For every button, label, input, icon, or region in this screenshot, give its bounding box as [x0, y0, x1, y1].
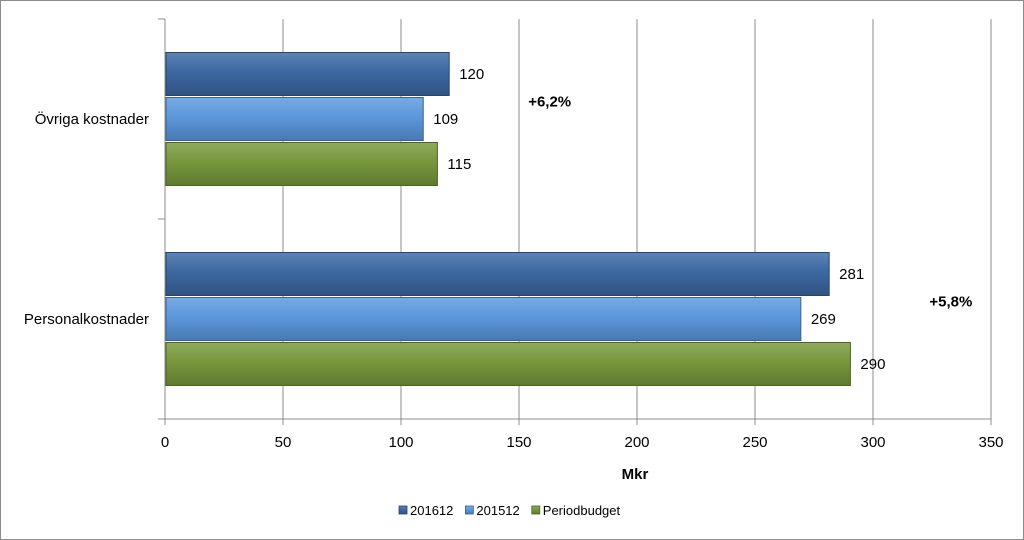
x-tick-label: 250: [742, 434, 767, 451]
legend-label: 201512: [476, 503, 519, 518]
legend-label: 201612: [410, 503, 453, 518]
bar-periodbudget-ovriga-kostnader: [165, 142, 438, 186]
data-label: 120: [459, 66, 484, 83]
legend-label: Periodbudget: [543, 503, 621, 518]
category-label-ovriga-kostnader: Övriga kostnader: [35, 110, 149, 128]
x-axis-title: Mkr: [622, 466, 649, 483]
x-tick-label: 0: [161, 434, 169, 451]
legend-item-periodbudget: Periodbudget: [531, 503, 621, 518]
x-tick-label: 300: [860, 434, 885, 451]
bar-periodbudget-personalkostnader: [165, 342, 851, 386]
category-label-personalkostnader: Personalkostnader: [24, 311, 149, 328]
legend-swatch: [531, 505, 541, 515]
data-label: 281: [839, 266, 864, 283]
data-label: 269: [811, 311, 836, 328]
x-tick-label: 200: [624, 434, 649, 451]
legend-item-201512: 201512: [464, 503, 520, 518]
bar-201612-ovriga-kostnader: [165, 52, 450, 96]
legend-item-201612: 201612: [398, 503, 453, 518]
x-tick-label: 350: [978, 434, 1003, 451]
data-label: 115: [447, 156, 471, 173]
bar-201612-personalkostnader: [165, 252, 830, 296]
change-annotation: +5,8%: [929, 294, 972, 311]
legend-swatch: [398, 505, 408, 515]
bar-201512-ovriga-kostnader: [165, 97, 424, 141]
bar-201512-personalkostnader: [165, 297, 802, 341]
data-label: 290: [860, 356, 885, 373]
data-label: 109: [433, 111, 458, 128]
x-tick-label: 150: [506, 434, 531, 451]
x-tick-label: 50: [275, 434, 292, 451]
x-tick-label: 100: [388, 434, 413, 451]
legend-swatch: [464, 505, 474, 515]
change-annotation: +6,2%: [528, 94, 571, 111]
